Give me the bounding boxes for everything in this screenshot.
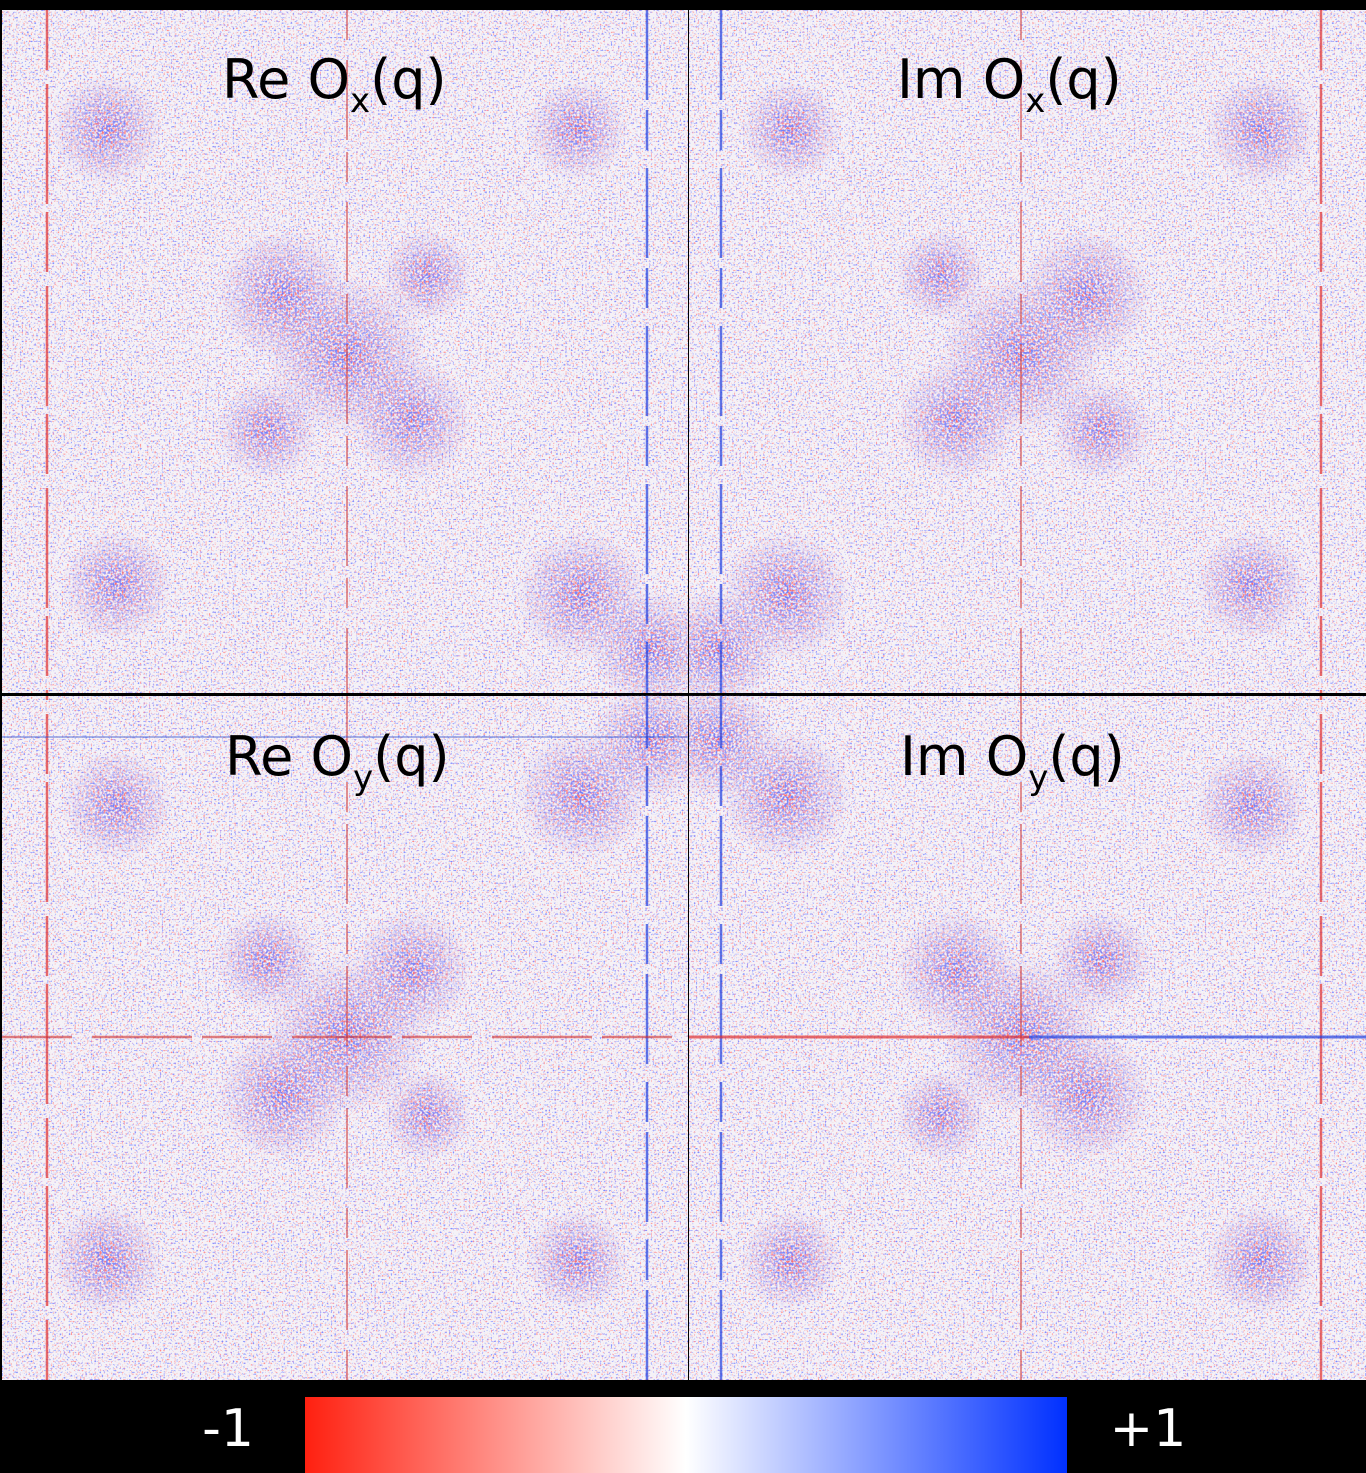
panel: Re Oy(q) bbox=[2, 680, 688, 1380]
title-part: Im O bbox=[900, 725, 1028, 788]
title-part: Re O bbox=[225, 725, 353, 788]
title-part: (q) bbox=[1045, 48, 1121, 111]
title-part: (q) bbox=[1048, 725, 1124, 788]
title-part: y bbox=[353, 758, 373, 798]
colorbar: -1 +1 bbox=[202, 1397, 1186, 1473]
panel-title: Re Oy(q) bbox=[225, 725, 450, 798]
colorbar-min-label: -1 bbox=[202, 1399, 254, 1459]
title-part: x bbox=[350, 81, 370, 121]
colorbar-max-label: +1 bbox=[1110, 1399, 1187, 1459]
title-part: (q) bbox=[370, 48, 446, 111]
title-part: x bbox=[1025, 81, 1045, 121]
title-part: (q) bbox=[373, 725, 449, 788]
title-part: Re O bbox=[222, 48, 350, 111]
panel: Im Ox(q) bbox=[656, 10, 1366, 710]
panel-title: Im Ox(q) bbox=[897, 48, 1122, 121]
panel-title: Re Ox(q) bbox=[222, 48, 447, 121]
colorbar-gradient bbox=[305, 1397, 1067, 1473]
panel-title: Im Oy(q) bbox=[900, 725, 1125, 798]
title-part: y bbox=[1028, 758, 1048, 798]
panel: Im Oy(q) bbox=[689, 680, 1366, 1380]
panel: Re Ox(q) bbox=[2, 10, 712, 710]
title-part: Im O bbox=[897, 48, 1025, 111]
